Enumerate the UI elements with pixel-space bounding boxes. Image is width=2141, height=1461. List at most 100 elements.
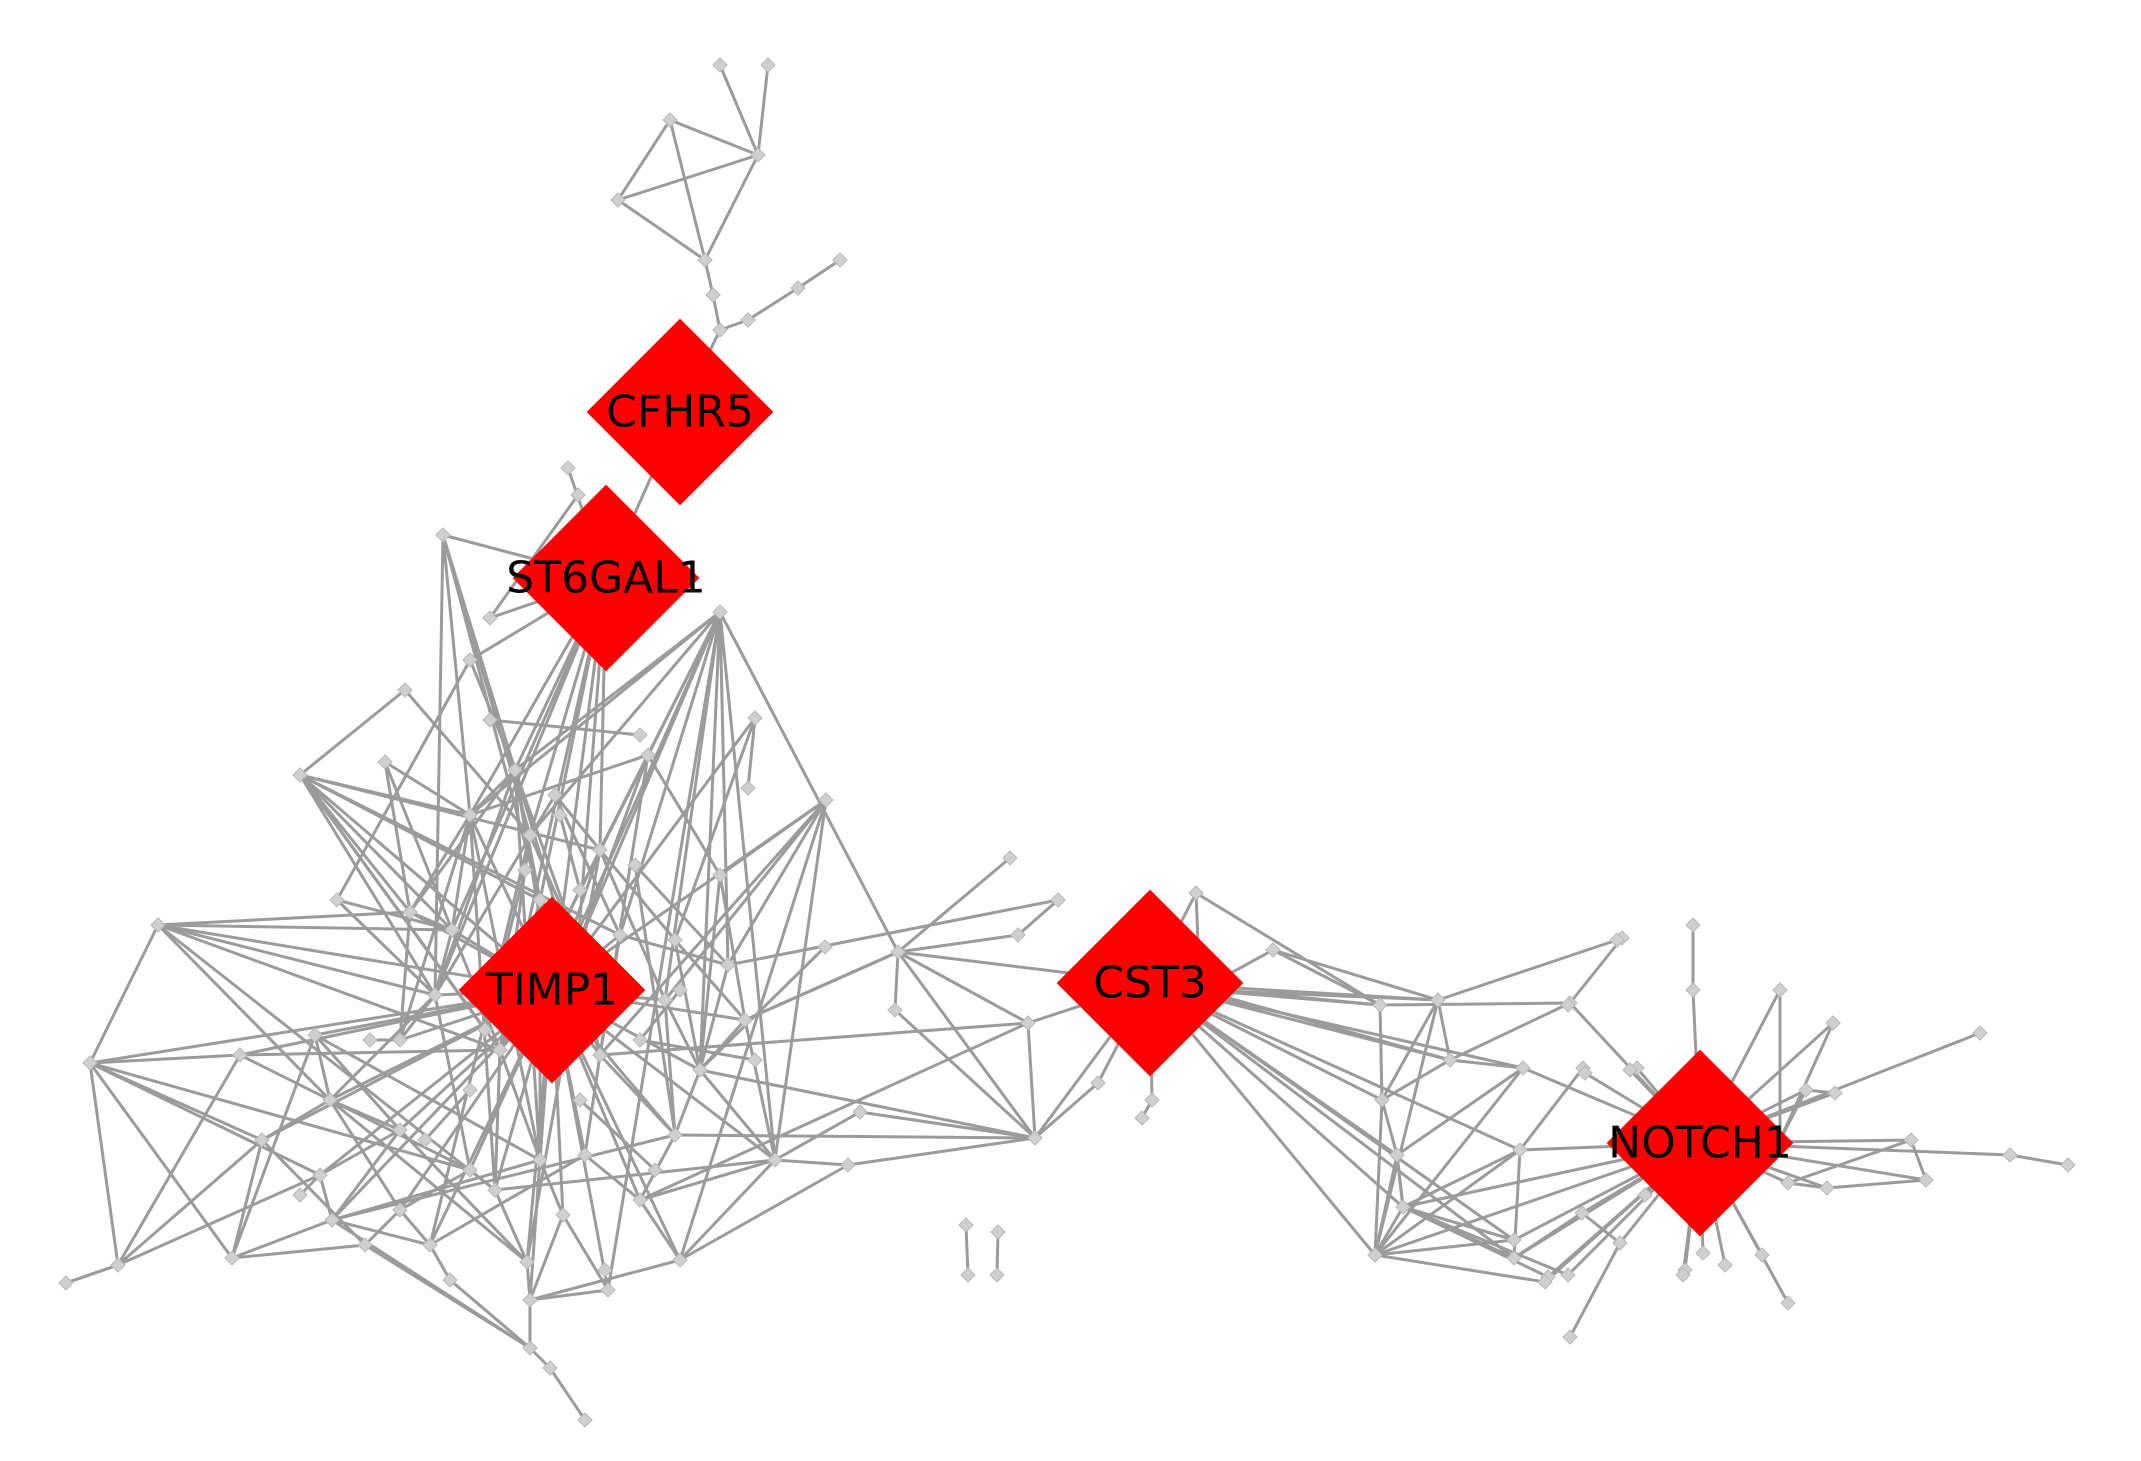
- edge-b35-b48: [493, 1049, 502, 1191]
- edge-b4-b7: [299, 688, 406, 777]
- gene-node-b19: [402, 904, 418, 920]
- edge-b44-c9: [774, 1110, 861, 1162]
- gene-node-a1: [712, 57, 728, 73]
- gene-node-b21: [612, 927, 628, 943]
- edge-d10-d12: [1436, 999, 1452, 1061]
- gene-node-d44: [1562, 1329, 1578, 1345]
- edge-b27-c2: [727, 898, 1059, 967]
- gene-node-b55: [519, 1254, 535, 1270]
- gene-node-d21: [1389, 1147, 1405, 1163]
- edge-a5-a6: [617, 198, 706, 262]
- gene-node-a5: [610, 192, 626, 208]
- gene-node-d32: [1819, 1180, 1835, 1196]
- edge-b7-b21: [299, 773, 621, 937]
- edge-d16-d21: [1380, 1099, 1399, 1156]
- gene-node-a10: [740, 312, 756, 328]
- edge-b33-b52: [88, 1062, 234, 1259]
- edge-b47-b58: [363, 1208, 402, 1247]
- edge-b32-b51: [116, 1054, 242, 1266]
- gene-node-d17: [1622, 1062, 1638, 1078]
- gene-node-d5: [1772, 982, 1788, 998]
- gene-node-a7: [832, 252, 848, 268]
- edge-b47-b54: [398, 1209, 432, 1246]
- edge-c17-c19: [964, 1224, 970, 1276]
- edge-b53-b54: [331, 1218, 431, 1247]
- gene-node-b12: [818, 792, 834, 808]
- gene-node-c7: [1020, 1015, 1036, 1031]
- edge-b11-b14: [469, 753, 649, 817]
- edge-b71-b74: [423, 1088, 472, 1142]
- node-layer: [58, 57, 2076, 1428]
- gene-node-d27: [1395, 1199, 1411, 1215]
- gene-node-b4: [397, 682, 413, 698]
- gene-node-b5: [462, 652, 478, 668]
- gene-node-b47: [392, 1202, 408, 1218]
- edge-b49-b56: [561, 1214, 610, 1291]
- edge-d44-d43: [1568, 1242, 1622, 1338]
- edge-b7-b30: [298, 774, 437, 996]
- gene-node-b2: [482, 610, 498, 626]
- gene-node-b35: [492, 1042, 508, 1058]
- gene-node-b24: [444, 922, 460, 938]
- gene-node-c19: [958, 1217, 974, 1233]
- gene-node-b13: [740, 780, 756, 796]
- gene-node-d24: [1903, 1132, 1919, 1148]
- edge-d16-d34: [1373, 1099, 1384, 1256]
- gene-node-d34: [1367, 1247, 1383, 1263]
- edge-b23-b48: [157, 923, 496, 1192]
- edge-b52-b58: [231, 1243, 366, 1260]
- edge-b44-b57: [678, 1158, 777, 1262]
- gene-node-c6: [887, 1002, 903, 1018]
- edge-b56-b60: [529, 1288, 609, 1302]
- gene-node-b42: [577, 1147, 593, 1163]
- gene-node-b61: [58, 1275, 74, 1291]
- edge-d33-d24: [1909, 1139, 1928, 1181]
- gene-node-c8: [1090, 1075, 1106, 1091]
- edge-b10-b16: [553, 794, 602, 851]
- edge-b38-b39: [329, 1098, 401, 1132]
- edge-d12-d13: [1449, 1058, 1524, 1070]
- gene-node-d18: [1577, 1065, 1593, 1081]
- gene-node-b8: [377, 754, 393, 770]
- edge-b45-b52: [230, 1139, 264, 1259]
- gene-node-d26: [2060, 1157, 2076, 1173]
- edge-d28-d34: [1374, 1238, 1515, 1257]
- gene-node-b70: [477, 1022, 493, 1038]
- gene-node-d38: [1717, 1257, 1733, 1273]
- gene-node-a2: [760, 57, 776, 73]
- edge-a8-a10: [747, 286, 799, 322]
- gene-node-c20: [990, 1224, 1006, 1240]
- gene-node-b45: [254, 1132, 270, 1148]
- edge-c16-d10: [1199, 988, 1439, 1002]
- edge-b63-b64: [548, 1367, 587, 1421]
- gene-node-b59: [442, 1272, 458, 1288]
- gene-node-b6: [747, 710, 763, 726]
- edge-d12-d16: [1381, 1058, 1451, 1102]
- gene-node-c4: [890, 944, 906, 960]
- gene-node-d39: [1754, 1247, 1770, 1263]
- edge-b42-b54: [429, 1153, 586, 1247]
- edge-b16-b29: [598, 849, 667, 1001]
- edge-d32-d33: [1826, 1178, 1927, 1190]
- gene-node-b56: [600, 1282, 616, 1298]
- edge-b50-c7: [639, 1021, 1029, 1202]
- gene-node-c17: [960, 1267, 976, 1283]
- gene-node-d22: [1512, 1142, 1528, 1158]
- edge-a13-b2: [488, 494, 580, 619]
- gene-node-b10: [547, 787, 563, 803]
- gene-node-b79: [632, 727, 648, 743]
- gene-node-b30: [427, 987, 443, 1003]
- gene-node-b3: [712, 604, 728, 620]
- edge-c4-c6: [893, 951, 900, 1011]
- edge-b41-b49: [538, 1159, 565, 1216]
- edge-c4-c11: [896, 951, 1037, 1139]
- gene-node-b20: [532, 892, 548, 908]
- edge-b11-b16: [598, 754, 650, 851]
- gene-node-b60: [522, 1292, 538, 1308]
- edge-b54-b59: [428, 1244, 452, 1281]
- edge-b37-c11: [699, 1068, 1036, 1140]
- gene-node-b76: [362, 1032, 378, 1048]
- edge-c3-c2: [1017, 898, 1059, 937]
- edge-b49-b60: [528, 1214, 565, 1301]
- gene-node-d42: [1537, 1274, 1553, 1290]
